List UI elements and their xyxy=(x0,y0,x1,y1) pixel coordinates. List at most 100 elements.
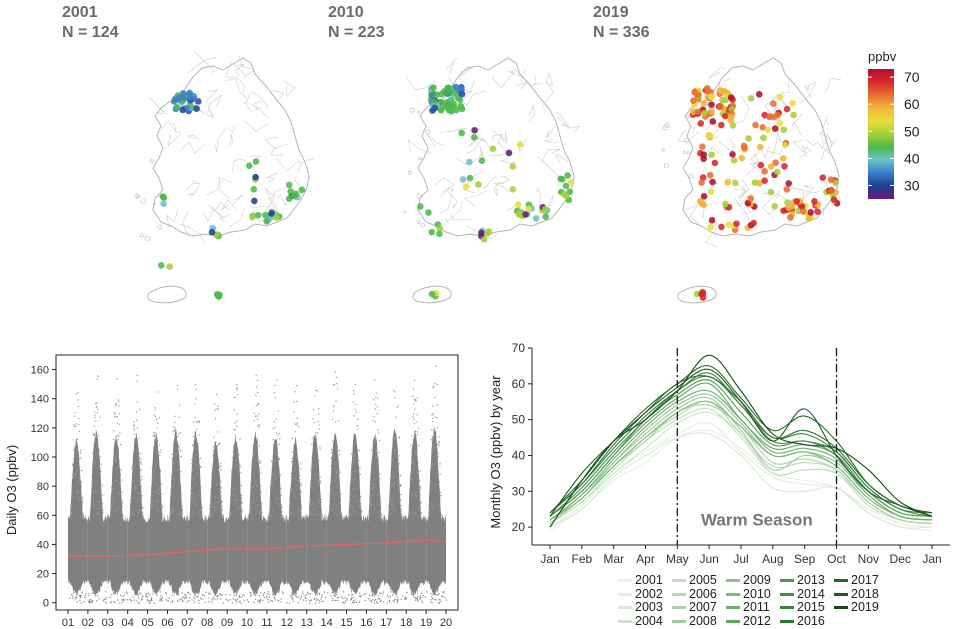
daily-point xyxy=(255,598,257,600)
daily-point xyxy=(349,483,351,485)
daily-point xyxy=(77,392,79,394)
daily-point xyxy=(239,466,242,468)
daily-point xyxy=(321,513,323,515)
daily-point xyxy=(348,594,350,596)
daily-point xyxy=(231,494,234,496)
daily-point xyxy=(121,506,123,508)
daily-point xyxy=(353,415,355,417)
daily-point xyxy=(153,414,155,416)
daily-point xyxy=(389,595,391,598)
daily-point xyxy=(191,487,193,489)
station-point xyxy=(709,178,716,186)
daily-point xyxy=(304,595,306,597)
daily-point xyxy=(334,371,337,373)
daily-point xyxy=(117,434,119,437)
daily-point xyxy=(114,412,116,414)
daily-point xyxy=(335,468,337,470)
daily-point xyxy=(375,455,377,457)
daily-point xyxy=(275,599,277,601)
station-point xyxy=(819,174,827,181)
daily-point xyxy=(309,503,311,505)
daily-point xyxy=(156,594,158,596)
daily-point xyxy=(416,452,418,454)
daily-point xyxy=(100,463,102,465)
daily-point xyxy=(80,481,83,483)
daily-point xyxy=(140,463,142,465)
daily-point xyxy=(255,405,257,407)
daily-point xyxy=(147,599,149,601)
daily-point xyxy=(173,434,175,436)
daily-point xyxy=(343,601,345,603)
daily-point xyxy=(369,504,371,506)
daily-point xyxy=(438,444,440,447)
daily-point xyxy=(391,463,393,465)
daily-point xyxy=(358,485,360,487)
year-scatter-band xyxy=(127,432,148,597)
daily-point xyxy=(419,494,421,496)
daily-point xyxy=(257,379,259,382)
daily-point xyxy=(316,593,318,595)
daily-point xyxy=(334,480,336,482)
daily-point xyxy=(296,417,298,419)
daily-point xyxy=(154,490,156,493)
daily-point xyxy=(338,454,341,456)
daily-point xyxy=(272,428,274,430)
daily-point xyxy=(111,504,113,506)
daily-point xyxy=(199,498,201,500)
daily-point xyxy=(133,467,135,469)
daily-point xyxy=(420,502,422,504)
daily-point xyxy=(149,602,151,604)
daily-point xyxy=(413,496,415,498)
daily-point xyxy=(134,496,136,498)
daily-point xyxy=(291,437,294,439)
daily-point xyxy=(219,488,221,490)
daily-point xyxy=(131,466,133,468)
station-point xyxy=(745,135,752,142)
daily-point xyxy=(292,591,294,593)
daily-point xyxy=(216,501,218,503)
daily-point xyxy=(72,595,74,597)
daily-point xyxy=(420,501,422,504)
jeju-outline xyxy=(147,285,187,304)
daily-point xyxy=(209,593,212,595)
daily-point xyxy=(231,602,233,604)
daily-point xyxy=(234,503,236,505)
daily-point xyxy=(400,505,402,507)
station-point xyxy=(522,211,529,218)
daily-point xyxy=(93,502,95,504)
daily-point xyxy=(443,591,445,593)
daily-point xyxy=(208,601,210,603)
daily-point xyxy=(112,491,114,493)
daily-point xyxy=(80,449,82,451)
daily-point xyxy=(355,383,357,385)
daily-point xyxy=(286,602,288,604)
year-scatter-band xyxy=(306,432,327,597)
daily-point xyxy=(240,504,242,506)
map-count: N = 124 xyxy=(62,24,119,41)
daily-point xyxy=(111,509,113,511)
daily-point xyxy=(192,479,194,481)
daily-point xyxy=(390,503,392,505)
daily-point xyxy=(240,484,242,486)
daily-point xyxy=(397,405,399,407)
daily-point xyxy=(280,505,282,507)
daily-point xyxy=(93,591,95,593)
daily-point xyxy=(418,499,420,501)
daily-point xyxy=(230,498,232,501)
daily-point xyxy=(91,602,93,604)
daily-point xyxy=(93,434,95,436)
y-axis-label: Daily O3 (ppbv) xyxy=(4,445,19,535)
daily-point xyxy=(138,484,140,486)
daily-point xyxy=(100,470,102,473)
daily-point xyxy=(114,455,116,457)
daily-point xyxy=(253,475,255,477)
daily-point xyxy=(374,435,376,437)
daily-point xyxy=(274,384,276,386)
x-tick-label: Oct xyxy=(827,552,846,566)
daily-point xyxy=(274,452,277,454)
daily-point xyxy=(77,399,79,401)
daily-point xyxy=(80,495,82,497)
daily-point xyxy=(154,434,156,436)
daily-point xyxy=(90,598,92,601)
